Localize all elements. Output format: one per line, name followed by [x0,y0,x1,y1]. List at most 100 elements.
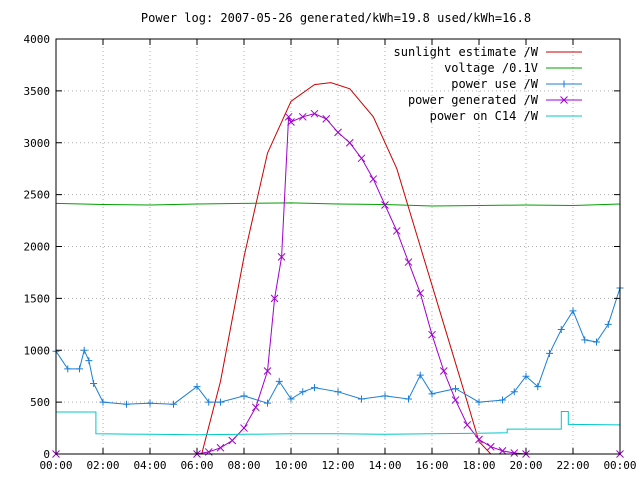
data-point [452,385,459,393]
data-point [298,112,307,121]
data-point [381,392,389,400]
data-point [311,384,318,392]
legend-label: power generated /W [408,93,539,107]
data-point [287,395,295,403]
data-point [510,449,519,457]
x-tick-label: 20:00 [509,459,542,472]
data-point [522,372,530,380]
data-point [264,399,271,407]
data-point [416,289,425,298]
data-point [240,392,248,400]
data-point [205,398,213,406]
data-point [334,388,342,396]
legend-label: power use /W [451,77,538,91]
data-point [569,307,577,315]
x-tick-label: 14:00 [368,459,401,472]
data-point [428,390,436,398]
y-tick-label: 1000 [24,344,51,357]
data-point [405,395,412,403]
legend-label: voltage /0.1V [444,61,538,75]
data-point [217,398,224,406]
data-point [76,365,83,373]
data-point [475,398,483,406]
data-point [99,398,107,406]
series-3 [52,109,624,458]
data-point [322,115,331,123]
series-1 [55,202,621,207]
series-line [201,82,492,455]
data-point [85,357,93,365]
y-tick-label: 2000 [24,241,51,254]
x-tick-label: 02:00 [86,459,119,472]
data-point [475,435,483,444]
y-tick-label: 4000 [24,33,51,46]
data-point [357,154,366,163]
data-point [90,379,98,387]
data-point [216,443,225,452]
data-point [369,175,378,183]
data-point [557,326,565,333]
data-point [546,349,553,357]
legend-label: sunlight estimate /W [394,45,539,59]
data-point [64,365,72,373]
data-point [228,436,237,445]
data-point [463,421,472,429]
x-tick-label: 12:00 [321,459,354,472]
data-point [358,395,365,403]
data-point [299,388,307,396]
data-point [146,399,154,407]
series-line [56,411,621,436]
data-point [240,424,248,432]
data-point [428,330,436,339]
x-tick-label: 16:00 [415,459,448,472]
series-2 [52,284,624,408]
data-point [510,388,518,396]
data-point [593,338,600,346]
data-point [80,346,88,354]
data-point [416,371,424,379]
x-tick-label: 18:00 [462,459,495,472]
x-tick-label: 00:00 [603,459,636,472]
data-point [486,442,495,451]
data-point [284,112,293,121]
legend-marker [560,96,568,104]
x-tick-label: 08:00 [227,459,260,472]
data-point [392,227,401,235]
data-point [498,447,507,455]
series-layer [52,82,624,458]
data-point [439,367,448,375]
x-tick-label: 22:00 [556,459,589,472]
series-0 [201,82,492,455]
data-point [170,400,177,408]
data-point [534,383,542,391]
data-point [270,294,279,303]
data-point [310,109,319,118]
data-point [251,403,260,412]
data-point [381,201,389,209]
data-point [123,400,130,408]
legend-marker [560,80,568,88]
data-point [277,253,286,261]
chart-title: Power log: 2007-05-26 generated/kWh=19.8… [141,11,531,25]
data-point [581,336,589,344]
legend-label: power on C14 /W [430,109,539,123]
data-point [404,258,413,266]
x-tick-label: 06:00 [180,459,213,472]
data-point [287,118,295,126]
y-tick-label: 3000 [24,137,51,150]
series-line [55,287,621,405]
x-tick-label: 04:00 [133,459,166,472]
data-point [193,383,201,391]
data-point [275,377,283,385]
data-point [334,128,342,137]
data-point [451,396,460,404]
y-tick-label: 1500 [24,292,51,305]
y-tick-label: 500 [30,396,50,409]
legend: sunlight estimate /W voltage /0.1V power u… [394,45,582,123]
data-point [604,320,612,328]
x-tick-label: 10:00 [274,459,307,472]
series-4 [56,411,621,436]
axis-ticks: 0 500 1000 1500 2000 2500 3000 3500 4000 00:00 02:… [24,33,637,472]
